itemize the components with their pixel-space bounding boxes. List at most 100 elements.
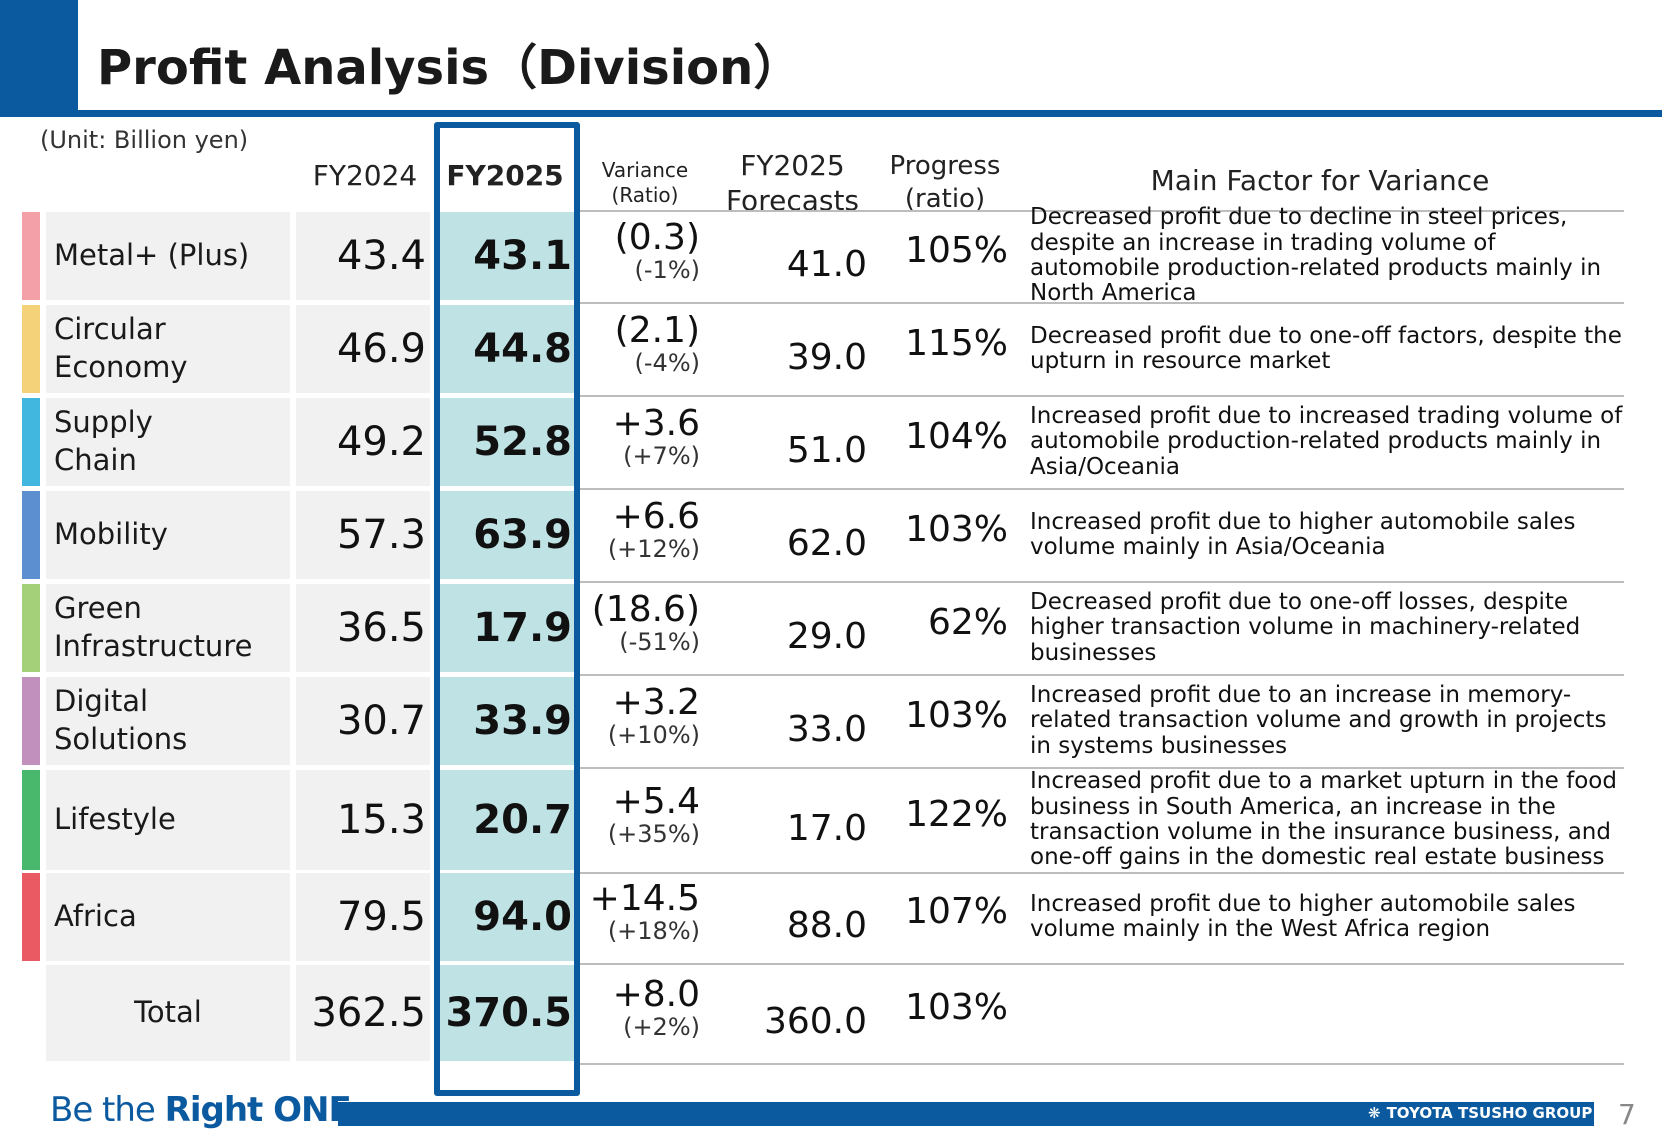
fy2024-cell: 43.4	[296, 212, 430, 300]
variance-ratio: (+35%)	[607, 820, 700, 848]
variance-ratio: (-4%)	[634, 349, 700, 377]
division-color-swatch	[22, 770, 40, 870]
variance-value: +14.5	[589, 878, 700, 919]
fy2024-cell: 15.3	[296, 770, 430, 870]
variance-ratio: (-1%)	[634, 256, 700, 284]
division-color-swatch	[22, 873, 40, 961]
variance-ratio: (+10%)	[607, 721, 700, 749]
table-row: Green Infrastructure 36.5 17.9 (18.6) (-51%)…	[0, 584, 1662, 676]
division-color-swatch	[22, 677, 40, 765]
row-divider	[580, 1063, 1624, 1065]
table-row: Digital Solutions 30.7 33.9 +3.2 (+10%) 33.0 1…	[0, 677, 1662, 769]
table-row: Circular Economy 46.9 44.8 (2.1) (-4%) 39.0 11…	[0, 305, 1662, 397]
division-name: Digital Solutions	[54, 684, 188, 756]
fy2025-cell: 44.8	[440, 305, 574, 393]
table-row: Lifestyle 15.3 20.7 +5.4 (+35%) 17.0 122% Incre…	[0, 768, 1662, 874]
main-factor-text: Decreased profit due to one-off factors,…	[1030, 322, 1622, 374]
division-color-swatch	[22, 305, 40, 393]
total-row: Total 362.5 370.5 +8.0 (+2%) 360.0 103%	[0, 965, 1662, 1065]
forecast-value: 41.0	[786, 244, 867, 285]
main-factor-text: Decreased profit due to one-off losses, …	[1030, 589, 1581, 666]
forecast-value: 88.0	[786, 905, 867, 946]
division-name: Supply Chain	[54, 405, 153, 477]
division-name: Africa	[54, 899, 137, 934]
fy2024-cell: 362.5	[296, 965, 430, 1061]
fy2025-value: 52.8	[473, 419, 572, 465]
table-row: Supply Chain 49.2 52.8 +3.6 (+7%) 51.0 104% Inc…	[0, 398, 1662, 490]
fy2024-cell: 46.9	[296, 305, 430, 393]
variance-value: (2.1)	[614, 310, 700, 351]
footer-slogan: Be the Right ONE	[50, 1090, 352, 1130]
division-name: Total	[134, 995, 202, 1030]
fy2025-cell: 94.0	[440, 873, 574, 961]
main-factor-text: Increased profit due to a market upturn …	[1030, 768, 1617, 871]
page-title: Profit Analysis（Division）	[97, 40, 802, 96]
division-name-cell: Green Infrastructure	[46, 584, 290, 672]
division-name: Lifestyle	[54, 802, 176, 837]
variance-cell: +5.4 (+35%)	[580, 784, 700, 849]
variance-cell: +8.0 (+2%)	[580, 977, 700, 1042]
fy2025-value: 20.7	[473, 797, 572, 843]
forecast-value: 17.0	[786, 808, 867, 849]
fy2025-cell: 52.8	[440, 398, 574, 486]
row-divider	[580, 674, 1624, 676]
table-row: Mobility 57.3 63.9 +6.6 (+12%) 62.0 103% Increa…	[0, 491, 1662, 583]
fy2024-cell: 36.5	[296, 584, 430, 672]
division-name-cell: Africa	[46, 873, 290, 961]
fy2025-value: 63.9	[473, 512, 572, 558]
progress-value: 107%	[905, 891, 1008, 932]
progress-value: 122%	[905, 794, 1008, 835]
division-name-cell: Digital Solutions	[46, 677, 290, 765]
forecast-value: 33.0	[786, 709, 867, 750]
variance-cell: +6.6 (+12%)	[580, 499, 700, 564]
footer-slogan-part2: Right ONE	[164, 1090, 352, 1130]
progress-value: 115%	[905, 323, 1008, 364]
variance-value: +8.0	[612, 974, 700, 1015]
variance-value: +3.2	[612, 682, 700, 723]
division-name-cell: Metal+ (Plus)	[46, 212, 290, 300]
variance-cell: (18.6) (-51%)	[580, 592, 700, 657]
footer-logo-text: TOYOTA TSUSHO GROUP	[1386, 1104, 1593, 1122]
fy2025-cell: 33.9	[440, 677, 574, 765]
division-color-swatch	[22, 491, 40, 579]
variance-cell: +3.2 (+10%)	[580, 685, 700, 750]
fy2024-cell: 49.2	[296, 398, 430, 486]
main-factor-text: Increased profit due to increased tradin…	[1030, 403, 1623, 480]
division-name: Circular Economy	[54, 312, 188, 384]
progress-value: 62%	[927, 602, 1008, 643]
variance-cell: +3.6 (+7%)	[580, 406, 700, 471]
main-factor-text: Increased profit due to higher automobil…	[1030, 508, 1576, 560]
title-underline-bar	[0, 110, 1662, 117]
fy2025-cell: 43.1	[440, 212, 574, 300]
variance-ratio: (-51%)	[619, 628, 700, 656]
division-color-swatch	[22, 212, 40, 300]
header-fy2025: FY2025	[446, 159, 564, 192]
fy2024-cell: 30.7	[296, 677, 430, 765]
fy2025-cell: 63.9	[440, 491, 574, 579]
variance-value: +5.4	[612, 781, 700, 822]
table-row: Metal+ (Plus) 43.4 43.1 (0.3) (-1%) 41.0 105% D…	[0, 204, 1662, 307]
progress-value: 103%	[905, 695, 1008, 736]
progress-value: 103%	[905, 987, 1008, 1028]
fy2024-cell: 57.3	[296, 491, 430, 579]
title-accent-block	[0, 0, 78, 116]
fy2024-value: 30.7	[336, 698, 426, 744]
division-name-cell: Supply Chain	[46, 398, 290, 486]
forecast-value: 62.0	[786, 523, 867, 564]
division-name-cell: Circular Economy	[46, 305, 290, 393]
page-number: 7	[1618, 1098, 1636, 1131]
fy2024-cell: 79.5	[296, 873, 430, 961]
variance-value: +3.6	[612, 403, 700, 444]
variance-ratio: (+12%)	[607, 535, 700, 563]
variance-cell: (0.3) (-1%)	[580, 220, 700, 285]
main-factor-text: Decreased profit due to decline in steel…	[1030, 204, 1602, 307]
fy2025-value: 44.8	[473, 326, 572, 372]
fy2025-value: 33.9	[473, 698, 572, 744]
division-color-swatch	[22, 398, 40, 486]
main-factor-text: Increased profit due to an increase in m…	[1030, 682, 1607, 759]
forecast-value: 39.0	[786, 337, 867, 378]
variance-value: +6.6	[612, 496, 700, 537]
fy2024-value: 57.3	[336, 512, 426, 558]
variance-cell: +14.5 (+18%)	[580, 881, 700, 946]
unit-label: (Unit: Billion yen)	[40, 126, 249, 154]
